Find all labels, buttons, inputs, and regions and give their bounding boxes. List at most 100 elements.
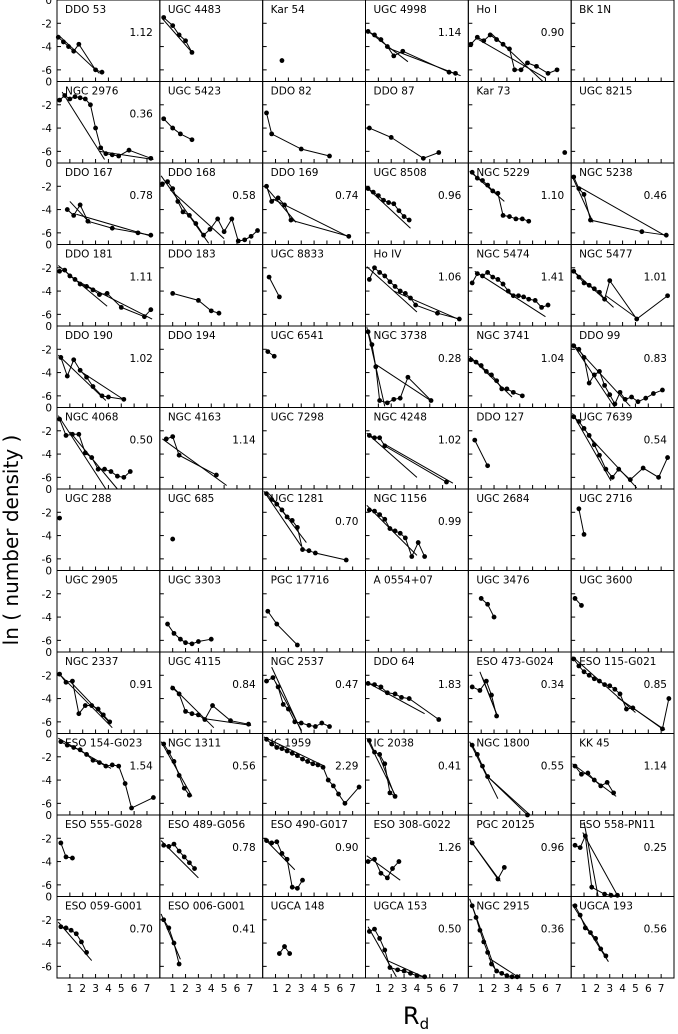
y-tick-label: 0 <box>45 892 52 904</box>
panel: PGC 17716 <box>262 570 366 653</box>
data-point <box>269 131 275 137</box>
panel: UGC 2716 <box>570 488 675 571</box>
data-point <box>269 840 275 846</box>
panel: A 0554+07 <box>365 570 469 653</box>
data-point <box>171 940 177 946</box>
data-point <box>93 125 98 131</box>
panel-scale-value: 1.02 <box>129 353 152 365</box>
data-point <box>401 968 407 974</box>
x-tick-label: 1 <box>375 983 382 995</box>
data-point <box>480 763 485 769</box>
data-point <box>382 443 388 449</box>
panel: UGC 7298 <box>262 407 366 490</box>
data-point <box>576 186 582 192</box>
data-point <box>375 193 381 199</box>
data-point <box>597 369 602 374</box>
data-point <box>103 151 109 157</box>
panel: NGC 5238 0.46 <box>570 162 675 245</box>
y-tick-label: -4 <box>42 857 53 869</box>
data-point <box>577 912 583 918</box>
data-point <box>390 866 395 871</box>
data-point <box>228 718 233 724</box>
x-tick-label: 6 <box>234 983 241 995</box>
data-point <box>562 150 568 155</box>
data-point <box>487 32 493 38</box>
data-point <box>104 291 110 296</box>
panel: DDO 181 1.11 <box>56 244 161 327</box>
panel: UGC 3303 <box>159 570 264 653</box>
data-point <box>289 518 295 523</box>
data-point <box>346 233 352 239</box>
panel-scale-value: 0.96 <box>438 190 462 202</box>
data-point <box>607 683 613 689</box>
data-point <box>422 974 428 980</box>
fit-line <box>474 270 546 318</box>
data-point <box>279 851 285 856</box>
x-tick-label: 1 <box>169 983 176 995</box>
data-point <box>264 183 269 189</box>
data-point <box>378 37 384 42</box>
fit-line <box>366 855 401 881</box>
data-point <box>77 747 83 753</box>
data-point <box>366 929 372 934</box>
x-tick-label: 7 <box>349 983 356 995</box>
data-point <box>415 540 421 545</box>
fit-line-secondary <box>69 680 112 725</box>
panel-galaxy-name: DDO 169 <box>271 167 319 179</box>
y-tick-label: -6 <box>42 717 53 729</box>
data-point <box>298 720 304 726</box>
data-point <box>300 756 305 762</box>
data-point <box>436 150 442 155</box>
data-point <box>370 189 376 195</box>
panel: NGC 1311 0.56 <box>159 733 264 816</box>
panel-galaxy-name: UGC 3476 <box>476 575 530 587</box>
data-point <box>469 280 475 286</box>
data-point <box>392 793 398 799</box>
data-point <box>84 284 89 289</box>
data-point <box>478 596 484 601</box>
data-point <box>598 783 604 789</box>
panel-galaxy-name: UGC 2716 <box>579 493 633 505</box>
x-tick-label: 2 <box>491 983 498 995</box>
data-point <box>282 202 287 208</box>
data-point <box>663 232 669 238</box>
data-point <box>494 713 500 719</box>
data-point <box>571 656 577 662</box>
data-point <box>215 216 221 222</box>
data-point <box>384 400 390 406</box>
panel-scale-value: 0.85 <box>644 679 667 691</box>
data-point <box>521 294 527 300</box>
data-point <box>186 212 192 218</box>
x-tick-label: 2 <box>79 983 86 995</box>
data-point <box>300 877 305 883</box>
x-tick-label: 4 <box>208 983 215 995</box>
data-point <box>180 209 186 215</box>
panel-scale-value: 0.70 <box>335 516 358 528</box>
panel-galaxy-name: NGC 2976 <box>65 86 119 98</box>
fit-line-secondary <box>375 364 433 403</box>
data-point <box>161 741 167 747</box>
fit-line <box>57 354 107 401</box>
data-point <box>507 214 512 219</box>
data-point <box>581 192 587 197</box>
data-point <box>289 884 295 890</box>
data-point <box>312 724 318 729</box>
data-point <box>414 973 420 979</box>
panel: BK 1N <box>570 0 675 82</box>
data-point <box>126 147 132 153</box>
data-point <box>186 860 192 866</box>
data-point <box>64 207 70 212</box>
data-point <box>456 316 462 322</box>
data-point <box>382 273 388 279</box>
x-axis-title-main: R <box>403 1002 420 1030</box>
panel: NGC 1800 0.55 <box>467 733 572 818</box>
data-point <box>183 38 188 44</box>
data-point <box>377 435 383 441</box>
panel-galaxy-name: UGC 1281 <box>271 493 324 505</box>
data-point <box>310 761 316 767</box>
x-tick-label: 4 <box>516 983 523 995</box>
data-point <box>617 691 623 697</box>
x-tick-label: 1 <box>581 983 588 995</box>
data-point <box>292 719 298 725</box>
data-point <box>178 131 183 137</box>
